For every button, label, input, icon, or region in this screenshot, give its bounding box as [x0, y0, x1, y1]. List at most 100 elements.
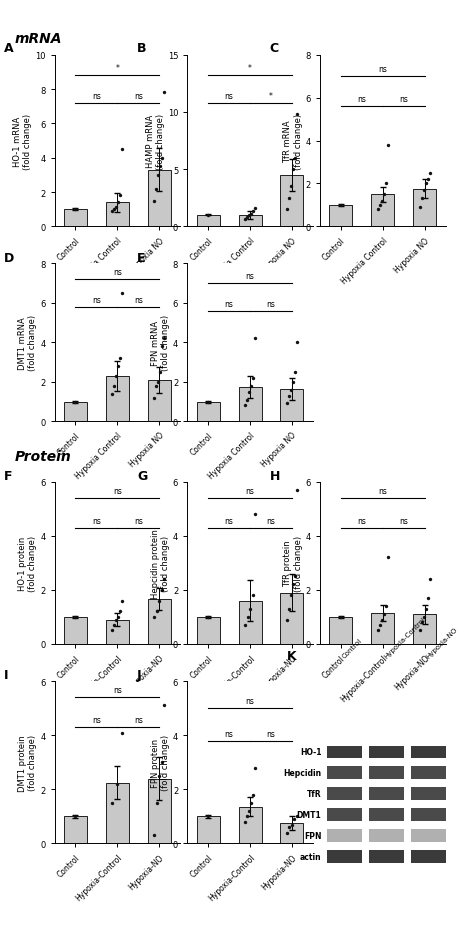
Point	[152, 379, 160, 394]
Point	[384, 551, 392, 565]
Bar	[238, 216, 262, 227]
Text: ns: ns	[266, 516, 275, 525]
Text: ns: ns	[134, 92, 143, 100]
Text: ns: ns	[134, 716, 143, 724]
Point	[283, 825, 291, 840]
Text: F: F	[4, 469, 13, 482]
Point	[337, 610, 345, 625]
Point	[247, 795, 255, 810]
Bar	[64, 402, 87, 422]
Bar	[148, 171, 171, 227]
Point	[112, 201, 120, 216]
FancyBboxPatch shape	[410, 830, 446, 842]
Point	[291, 569, 299, 584]
Point	[289, 578, 297, 592]
Point	[287, 383, 295, 398]
FancyBboxPatch shape	[369, 767, 404, 780]
Text: Hepcidin: Hepcidin	[283, 768, 321, 778]
FancyBboxPatch shape	[410, 745, 446, 758]
Text: B: B	[137, 42, 146, 55]
Text: TfR: TfR	[307, 790, 321, 798]
Point	[109, 795, 116, 810]
Text: G: G	[137, 469, 147, 482]
FancyBboxPatch shape	[369, 808, 404, 821]
Text: ns: ns	[357, 516, 366, 525]
Point	[249, 589, 256, 603]
Text: Control: Control	[341, 637, 364, 659]
Point	[426, 572, 433, 587]
Bar	[238, 601, 262, 644]
Bar	[413, 615, 436, 644]
Point	[244, 610, 251, 625]
Text: DMT1: DMT1	[297, 810, 321, 819]
Text: ns: ns	[225, 516, 234, 525]
Point	[156, 365, 164, 380]
Bar	[329, 206, 352, 227]
Bar	[238, 807, 262, 844]
Point	[153, 795, 161, 810]
Point	[110, 203, 118, 218]
Point	[118, 143, 126, 158]
Point	[251, 760, 259, 775]
Text: Protein: Protein	[14, 450, 71, 464]
Point	[204, 209, 212, 223]
Text: ns: ns	[246, 696, 255, 705]
Point	[416, 623, 423, 638]
Text: HO-1: HO-1	[300, 747, 321, 756]
Bar	[197, 817, 219, 844]
Point	[72, 809, 79, 824]
FancyBboxPatch shape	[327, 830, 362, 842]
Text: ns: ns	[225, 299, 234, 309]
Point	[426, 166, 433, 181]
Text: ns: ns	[134, 296, 143, 305]
Point	[376, 618, 383, 633]
Point	[150, 194, 158, 209]
Y-axis label: TfR mRNA
(fold change): TfR mRNA (fold change)	[283, 113, 303, 170]
Text: *: *	[115, 64, 119, 73]
Y-axis label: FPN protein
(fold change): FPN protein (fold change)	[151, 734, 170, 791]
Point	[382, 177, 390, 192]
Bar	[64, 210, 87, 227]
Point	[152, 182, 160, 197]
Point	[155, 169, 162, 184]
Point	[110, 618, 118, 633]
Text: ns: ns	[357, 95, 366, 104]
Point	[291, 812, 298, 827]
Point	[150, 390, 158, 405]
Point	[115, 610, 122, 625]
Point	[293, 809, 301, 824]
Point	[286, 820, 293, 834]
FancyBboxPatch shape	[410, 767, 446, 780]
Point	[378, 613, 385, 628]
FancyBboxPatch shape	[327, 808, 362, 821]
Point	[158, 583, 165, 598]
Point	[289, 375, 297, 389]
Point	[251, 201, 259, 216]
FancyBboxPatch shape	[369, 788, 404, 800]
Text: ns: ns	[134, 516, 143, 525]
Point	[374, 623, 382, 638]
FancyBboxPatch shape	[327, 850, 362, 863]
Point	[247, 379, 255, 394]
Point	[416, 200, 423, 215]
Point	[293, 336, 301, 350]
Text: ns: ns	[113, 686, 122, 694]
Point	[283, 397, 291, 412]
Text: K: K	[287, 649, 297, 662]
FancyBboxPatch shape	[410, 850, 446, 863]
Point	[115, 359, 122, 374]
Text: *: *	[248, 64, 252, 73]
Point	[384, 138, 392, 153]
Point	[72, 203, 79, 218]
Point	[337, 198, 345, 213]
Point	[380, 607, 388, 622]
Bar	[106, 620, 129, 644]
Point	[241, 399, 249, 413]
Point	[109, 204, 116, 219]
Point	[380, 187, 388, 202]
Text: FPN: FPN	[304, 832, 321, 840]
Point	[155, 768, 163, 783]
Point	[245, 804, 253, 819]
Point	[156, 159, 164, 174]
Bar	[329, 617, 352, 644]
